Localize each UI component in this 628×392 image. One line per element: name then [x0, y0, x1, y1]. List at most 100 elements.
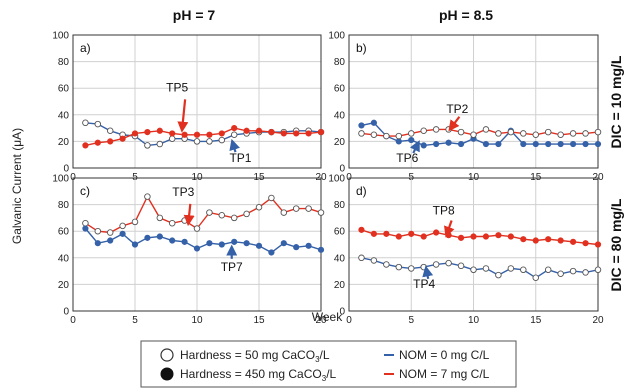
data-point — [181, 238, 188, 245]
data-point — [370, 257, 378, 264]
data-point — [317, 246, 325, 253]
data-point — [520, 236, 527, 243]
data-point — [358, 130, 365, 137]
data-point — [156, 233, 163, 240]
data-point — [383, 132, 390, 140]
data-point — [206, 209, 213, 216]
y-tick-label: 0 — [339, 164, 345, 175]
data-point — [156, 140, 164, 148]
data-point — [82, 142, 89, 149]
data-point — [408, 265, 415, 272]
data-point — [557, 270, 564, 278]
data-point — [395, 138, 402, 145]
data-point — [457, 234, 465, 241]
data-point — [131, 130, 139, 137]
data-point — [569, 267, 577, 275]
plot-frame — [72, 177, 322, 312]
data-point — [218, 211, 226, 219]
data-point — [507, 128, 515, 136]
data-point — [268, 249, 275, 256]
data-point — [206, 240, 213, 247]
data-point — [433, 140, 440, 148]
x-tick-label: 20 — [592, 315, 604, 326]
annotation-arrow — [229, 138, 240, 153]
y-tick-label: 80 — [58, 200, 70, 211]
data-point — [507, 265, 515, 272]
legend-label-hardness-high: Hardness = 450 mg CaCO3/L — [180, 367, 337, 383]
x-tick-label: 5 — [132, 315, 138, 326]
data-point — [94, 120, 102, 128]
annotation-arrow — [177, 99, 189, 133]
legend-label-nom7: NOM = 7 mg C/L — [399, 367, 490, 381]
data-point — [445, 259, 452, 267]
data-point — [169, 130, 176, 137]
data-point — [532, 140, 539, 148]
data-point — [594, 140, 602, 148]
annotation-arrow — [422, 265, 434, 279]
panel-label: d) — [356, 184, 367, 198]
data-point — [370, 230, 378, 237]
data-point — [156, 214, 164, 222]
data-point — [470, 233, 477, 240]
data-point — [457, 140, 465, 148]
x-tick-label: 10 — [468, 315, 480, 326]
data-point — [131, 218, 139, 226]
data-point — [280, 130, 287, 137]
data-point — [358, 122, 365, 129]
data-point — [395, 132, 403, 140]
chart-panels: 02040608010005101520a)TP5TP1020406080100… — [52, 31, 604, 327]
data-point — [106, 127, 114, 135]
data-point — [470, 266, 477, 274]
y-tick-label: 100 — [52, 174, 69, 185]
data-point — [495, 130, 502, 137]
annotation-arrow — [444, 220, 455, 238]
data-point — [420, 142, 427, 149]
data-point — [230, 131, 238, 138]
data-point — [230, 214, 238, 222]
legend-label-hardness-low: Hardness = 50 mg CaCO3/L — [180, 348, 330, 364]
data-point — [82, 119, 89, 127]
plot-frame — [348, 34, 599, 169]
data-point — [594, 241, 602, 248]
data-point — [119, 222, 126, 230]
x-tick-label: 0 — [70, 315, 76, 326]
annotation-arrow — [448, 116, 461, 132]
y-tick-label: 20 — [334, 137, 346, 148]
data-point — [243, 240, 250, 247]
annotation-arrow — [409, 140, 420, 154]
data-point — [243, 127, 250, 134]
data-point — [569, 238, 577, 245]
data-point — [305, 130, 312, 137]
data-point — [193, 225, 201, 232]
data-point — [292, 205, 300, 212]
data-point — [532, 131, 540, 138]
data-point — [168, 135, 176, 142]
data-point — [317, 128, 325, 136]
y-axis-label: Galvanic Current (μA) — [10, 128, 24, 244]
x-tick-label: 15 — [253, 315, 265, 326]
annotation-label: TP5 — [166, 80, 188, 94]
data-point — [305, 242, 312, 249]
data-point — [131, 241, 139, 248]
legend-box — [140, 340, 517, 388]
data-point — [280, 240, 287, 247]
data-point — [144, 193, 151, 200]
y-tick-label: 80 — [334, 200, 346, 211]
y-tick-label: 0 — [63, 164, 69, 175]
data-point — [582, 130, 589, 137]
row-title-dic10: DIC = 10 mg/L — [608, 55, 624, 148]
y-tick-label: 60 — [58, 84, 70, 95]
data-point — [280, 209, 288, 216]
x-tick-label: 10 — [191, 315, 203, 326]
data-point — [144, 128, 151, 136]
data-point — [482, 233, 490, 240]
data-point — [420, 127, 427, 135]
data-point — [119, 230, 126, 237]
data-point — [594, 266, 602, 274]
data-point — [495, 271, 502, 279]
data-point — [293, 244, 300, 251]
data-point — [582, 240, 589, 247]
data-point — [119, 135, 126, 142]
y-tick-label: 40 — [334, 110, 346, 121]
